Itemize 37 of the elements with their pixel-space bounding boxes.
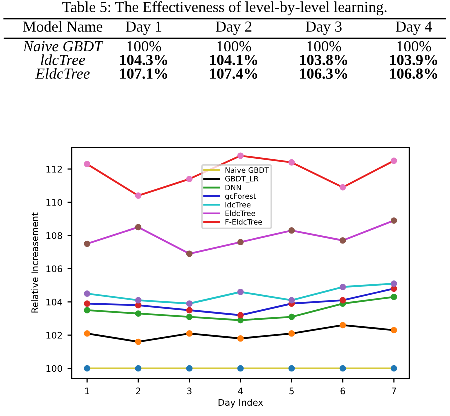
y-tick-label: 102	[46, 332, 62, 339]
category-label: ldcTree	[41, 54, 86, 66]
text: Model Name	[23, 21, 103, 32]
x-tick-label: 3	[187, 388, 192, 395]
text: 100%	[308, 41, 342, 52]
text: 100%	[128, 41, 162, 52]
x-tick-label: 7	[392, 388, 396, 394]
x-tick-label: 5	[290, 388, 294, 395]
y-axis-title: Relative Increasement	[31, 212, 38, 313]
category-label: Naive GBDT	[23, 41, 104, 52]
category-label: Day 3	[306, 22, 342, 36]
text: 107.4%	[210, 68, 258, 80]
text: Table 5: The Effectiveness of level-by-level learning.	[62, 2, 387, 16]
text: 100%	[218, 41, 252, 52]
text: 103.9%	[390, 55, 438, 66]
text: 106.3%	[300, 68, 348, 80]
x-tick-label: 1	[85, 388, 90, 394]
y-tick-label: 100	[46, 365, 62, 372]
text: 106.8%	[390, 68, 438, 80]
y-tick-label: 108	[46, 232, 62, 240]
y-tick-label: 104	[46, 298, 62, 306]
x-axis-title: Day Index	[218, 399, 264, 408]
x-tick-label: 4	[238, 388, 244, 394]
category-label: EldcTree	[36, 68, 90, 80]
text: 100%	[398, 41, 432, 52]
y-tick-label: 106	[46, 266, 62, 272]
text: 107.1%	[120, 68, 168, 80]
category-label: Day 4	[396, 22, 432, 36]
text: 104.3%	[120, 55, 168, 66]
category-label: Day 1	[126, 22, 162, 36]
x-tick-label: 6	[340, 388, 346, 395]
text: 104.1%	[210, 55, 258, 66]
y-tick-label: 112	[46, 166, 62, 173]
text: 103.8%	[300, 55, 348, 66]
x-tick-label: 2	[136, 388, 140, 394]
y-tick-label: 110	[46, 199, 62, 206]
category-label: Day 2	[216, 22, 252, 36]
